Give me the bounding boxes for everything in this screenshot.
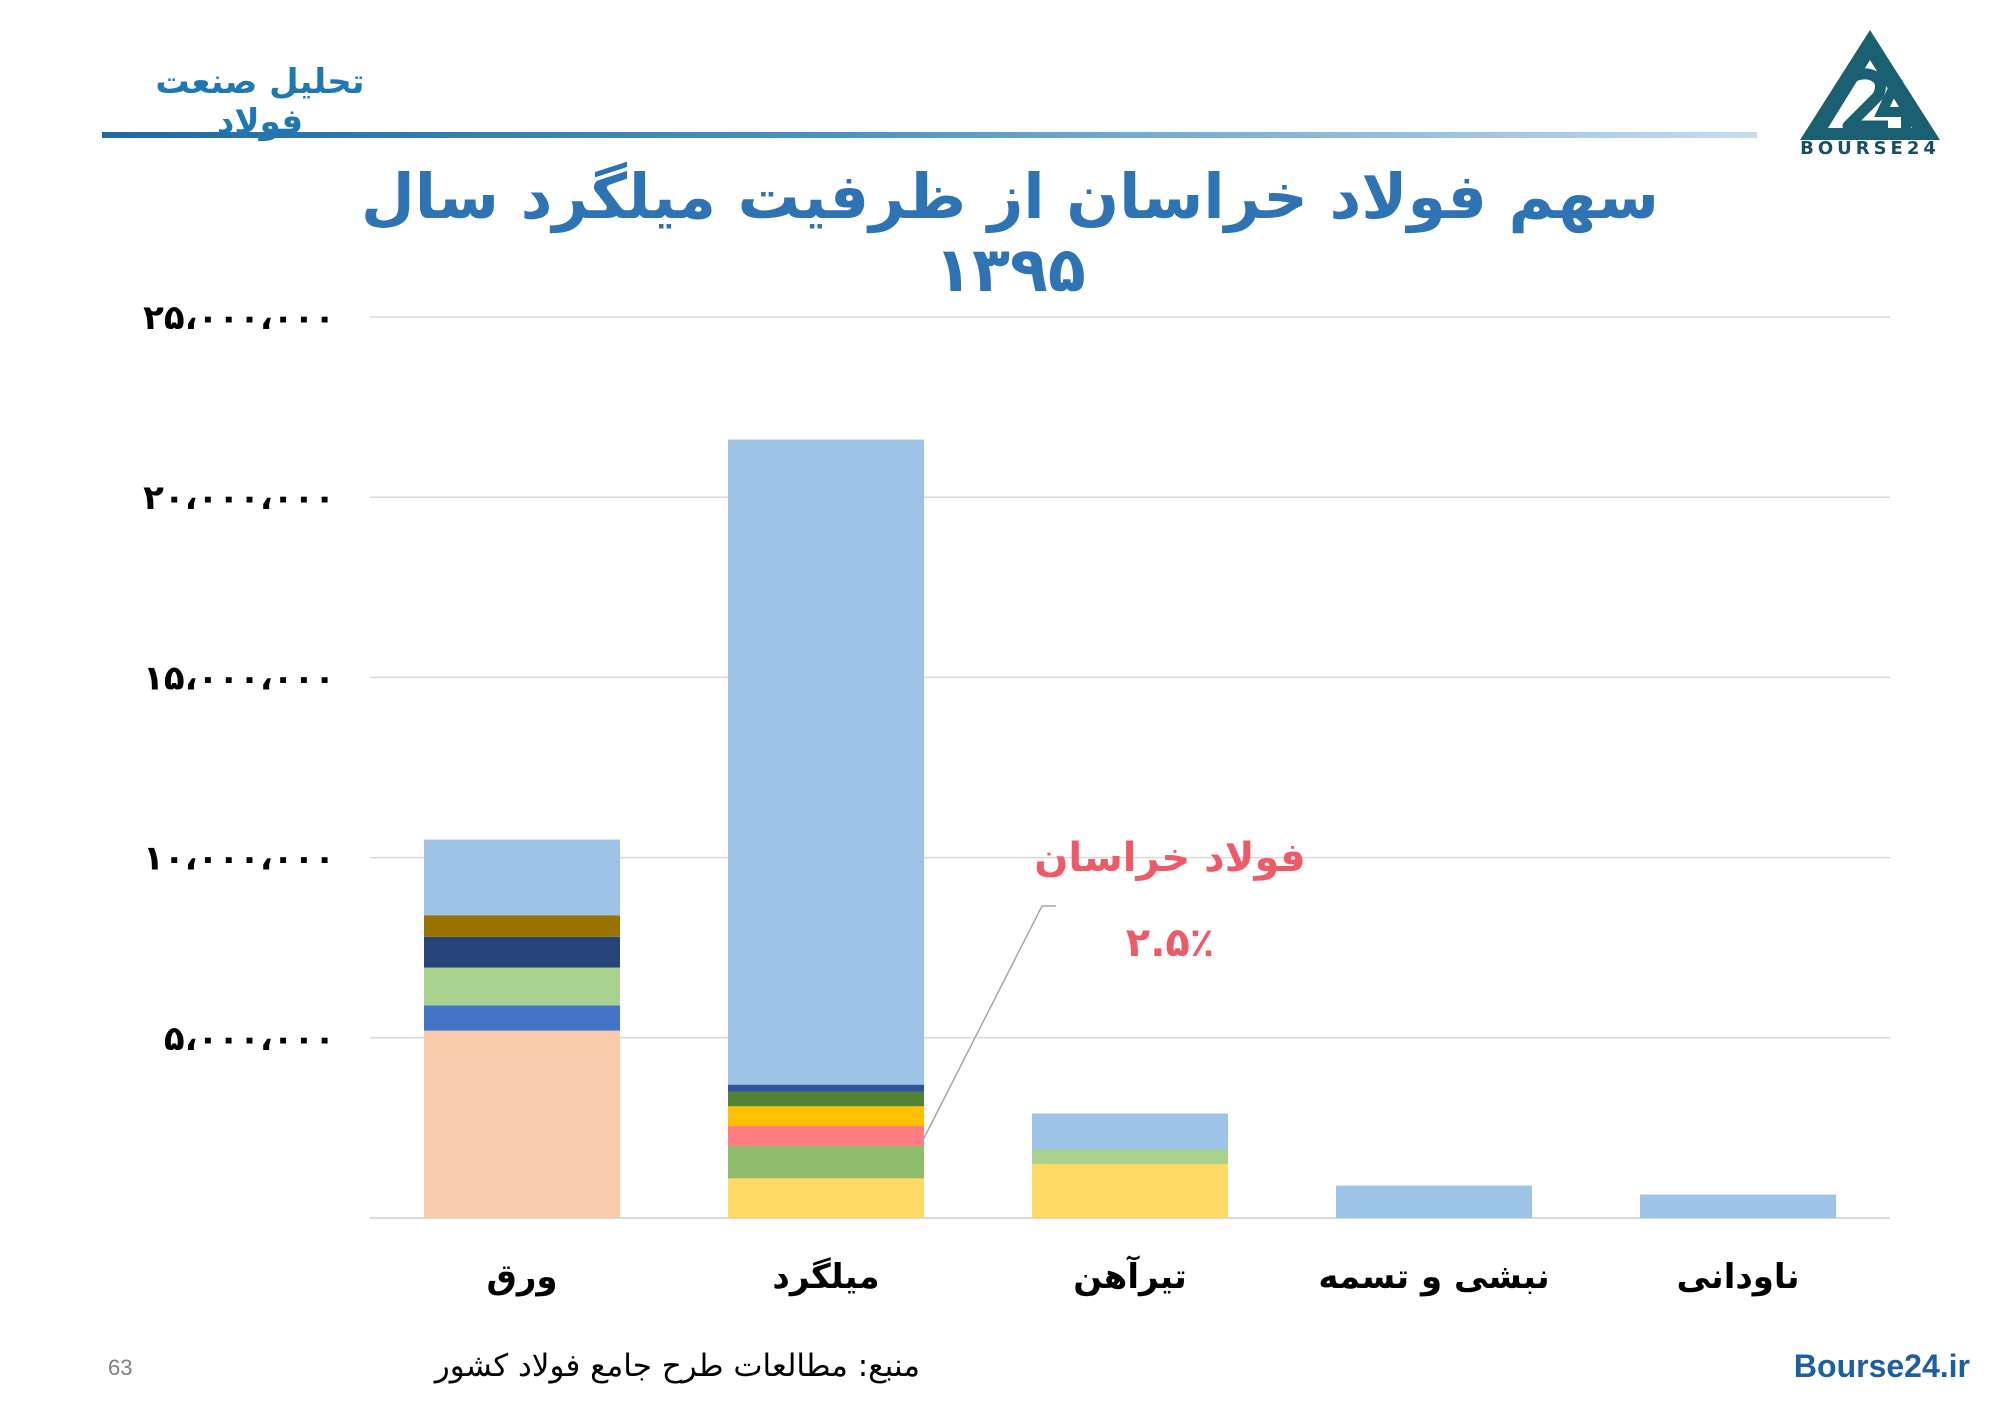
bar-segment — [1032, 1113, 1228, 1150]
annotation-value: ۲.۵٪ — [1125, 920, 1215, 966]
x-category-label: میلگرد — [772, 1257, 879, 1297]
bar-segment — [728, 1084, 924, 1092]
bar-segment — [728, 1145, 924, 1179]
bourse24-logo-icon — [1800, 30, 1940, 140]
y-tick-label: ۱۵،۰۰۰،۰۰۰ — [143, 658, 335, 698]
bar-segment — [728, 1106, 924, 1127]
y-tick-label: ۲۰،۰۰۰،۰۰۰ — [143, 478, 335, 518]
site-url: Bourse24.ir — [1793, 1348, 1970, 1384]
bar-segment — [424, 1005, 620, 1031]
x-category-label: ناودانی — [1677, 1257, 1800, 1297]
bar-segment — [424, 967, 620, 1006]
bar-segment — [424, 839, 620, 916]
page-number: 63 — [108, 1355, 133, 1380]
chart-title: سهم فولاد خراسان از ظرفیت میلگرد سال ۱۳۹… — [360, 160, 1660, 306]
bar-segment — [1640, 1194, 1836, 1218]
brand-title: تحلیل صنعت فولاد — [155, 62, 365, 142]
bar-segment — [424, 915, 620, 937]
y-tick-label: ۵،۰۰۰،۰۰۰ — [164, 1019, 335, 1059]
bar-segment — [728, 1091, 924, 1107]
bar-segment — [1032, 1163, 1228, 1218]
logo-wordmark: BOURSE24 — [1800, 138, 1940, 159]
y-tick-label: ۱۰،۰۰۰،۰۰۰ — [143, 839, 335, 879]
annotation-label: فولاد خراسان — [1034, 835, 1306, 881]
bar-segment — [728, 1178, 924, 1218]
annotation-leader-line — [921, 905, 1056, 1143]
bar-segment — [424, 936, 620, 968]
source-note: منبع: مطالعات طرح جامع فولاد کشور — [434, 1348, 920, 1384]
bar-segment — [728, 439, 924, 1085]
x-category-label: نبشی و تسمه — [1318, 1257, 1549, 1297]
x-category-label: ورق — [486, 1257, 557, 1297]
bar-segment — [1336, 1185, 1532, 1218]
bar-segment — [1032, 1149, 1228, 1164]
header-divider — [102, 132, 1757, 138]
bar-segment — [728, 1126, 924, 1146]
y-tick-label: ۲۵،۰۰۰،۰۰۰ — [143, 298, 335, 338]
x-category-label: تیرآهن — [1073, 1255, 1187, 1297]
bar-segment — [424, 1030, 620, 1218]
